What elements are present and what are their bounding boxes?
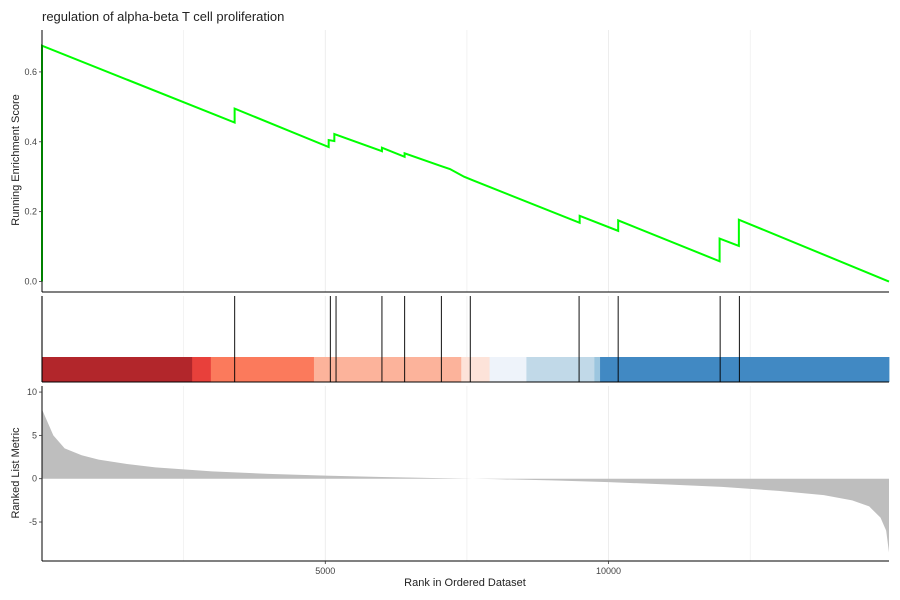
color-band [461, 357, 490, 382]
enrichment-line [41, 44, 890, 283]
y-tick-label-metric: -5 [29, 517, 37, 527]
y-tick-label-es: 0.6 [24, 67, 37, 77]
x-axis-label: Rank in Ordered Dataset [404, 577, 526, 589]
x-tick-label: 5000 [315, 566, 335, 576]
y-tick-label-metric: 5 [32, 430, 37, 440]
tick-labels: 0.0 0.2 0.4 0.6 -5 0 5 10 5000 10000 [24, 67, 621, 576]
x-tick-label: 10000 [596, 566, 621, 576]
y-tick-label-metric: 0 [32, 474, 37, 484]
color-bands [42, 357, 890, 382]
y-axis-label-metric: Ranked List Metric [10, 427, 22, 519]
color-band [600, 357, 890, 382]
running-enrichment-line [41, 44, 890, 283]
chart-title: regulation of alpha-beta T cell prolifer… [42, 9, 284, 24]
y-axis-label-es: Running Enrichment Score [10, 94, 22, 225]
color-band [42, 357, 193, 382]
color-band [489, 357, 527, 382]
y-tick-label-metric: 10 [27, 387, 37, 397]
color-band [526, 357, 595, 382]
color-band [313, 357, 462, 382]
ranked-metric-area-path [42, 409, 889, 553]
color-band [192, 357, 212, 382]
axes [39, 30, 889, 564]
ranked-metric-area [42, 409, 889, 553]
color-band [594, 357, 601, 382]
color-band [210, 357, 315, 382]
y-tick-label-es: 0.2 [24, 207, 37, 217]
y-tick-label-es: 0.4 [24, 137, 37, 147]
y-tick-label-es: 0.0 [24, 277, 37, 287]
